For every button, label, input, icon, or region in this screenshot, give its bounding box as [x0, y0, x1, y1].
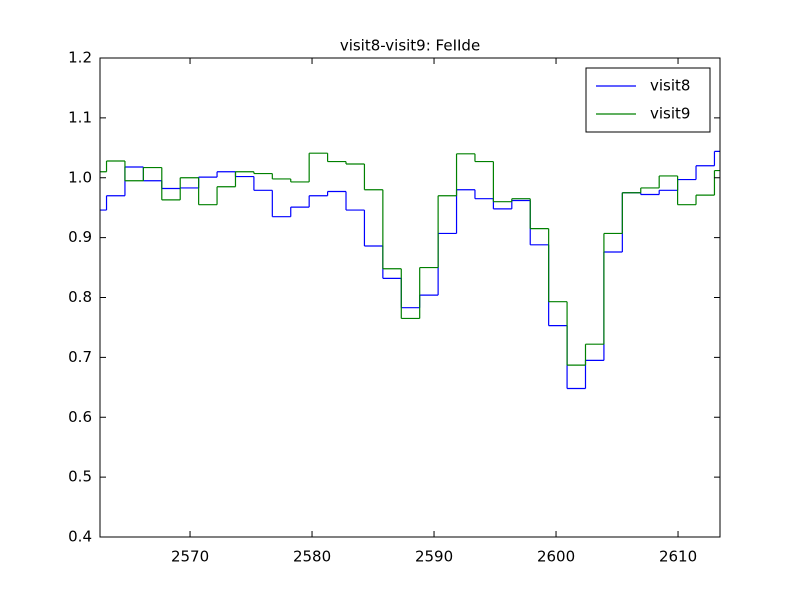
y-tick-label: 1.2	[68, 49, 92, 67]
legend-label: visit9	[650, 105, 690, 123]
x-tick-label: 2610	[659, 548, 697, 566]
x-tick-label: 2600	[537, 548, 575, 566]
x-tick-label: 2590	[415, 548, 453, 566]
legend-box	[585, 67, 711, 133]
y-tick-label: 1.1	[68, 108, 92, 126]
x-tick-label: 2580	[293, 548, 331, 566]
y-tick-label: 0.6	[68, 408, 92, 426]
y-tick-label: 0.4	[68, 528, 92, 546]
x-tick-label: 2570	[171, 548, 209, 566]
y-tick-label: 1.0	[68, 168, 92, 186]
y-tick-label: 0.7	[68, 348, 92, 366]
y-tick-label: 0.8	[68, 288, 92, 306]
plot-area	[100, 150, 720, 390]
legend-label: visit8	[650, 77, 690, 95]
y-tick-label: 0.9	[68, 228, 92, 246]
y-tick-label: 0.5	[68, 468, 92, 486]
chart-title: visit8-visit9: FeIIde	[340, 37, 480, 55]
